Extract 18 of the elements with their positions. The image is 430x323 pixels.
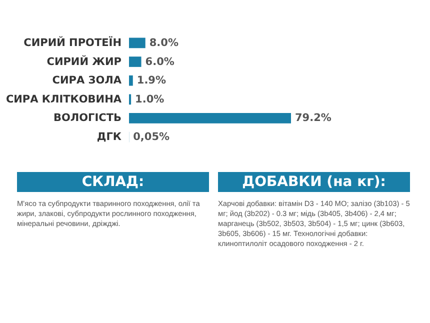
bar	[129, 56, 142, 67]
data-label: 1.0%	[135, 93, 165, 106]
text: СКЛАД:	[17, 172, 209, 192]
y-tick-label: ДГК	[96, 131, 122, 144]
bar	[129, 113, 291, 124]
y-tick-label: СИРИЙ ПРОТЕЇН	[24, 36, 122, 49]
y-tick-label: ВОЛОГІСТЬ	[53, 112, 122, 124]
y-tick-label: СИРИЙ ЖИР	[46, 54, 122, 68]
text: ДОБАВКИ (на кг):	[218, 172, 410, 192]
y-tick-label: СИРА ЗОЛА	[52, 74, 122, 87]
bar	[129, 75, 133, 86]
data-label: 79.2%	[295, 112, 332, 124]
data-label: 1.9%	[136, 74, 166, 87]
data-label: 0,05%	[133, 131, 170, 144]
y-tick-label: СИРА КЛІТКОВИНА	[6, 93, 122, 106]
data-label: 8.0%	[149, 36, 179, 49]
data-label: 6.0%	[145, 56, 175, 68]
bar	[129, 38, 146, 48]
